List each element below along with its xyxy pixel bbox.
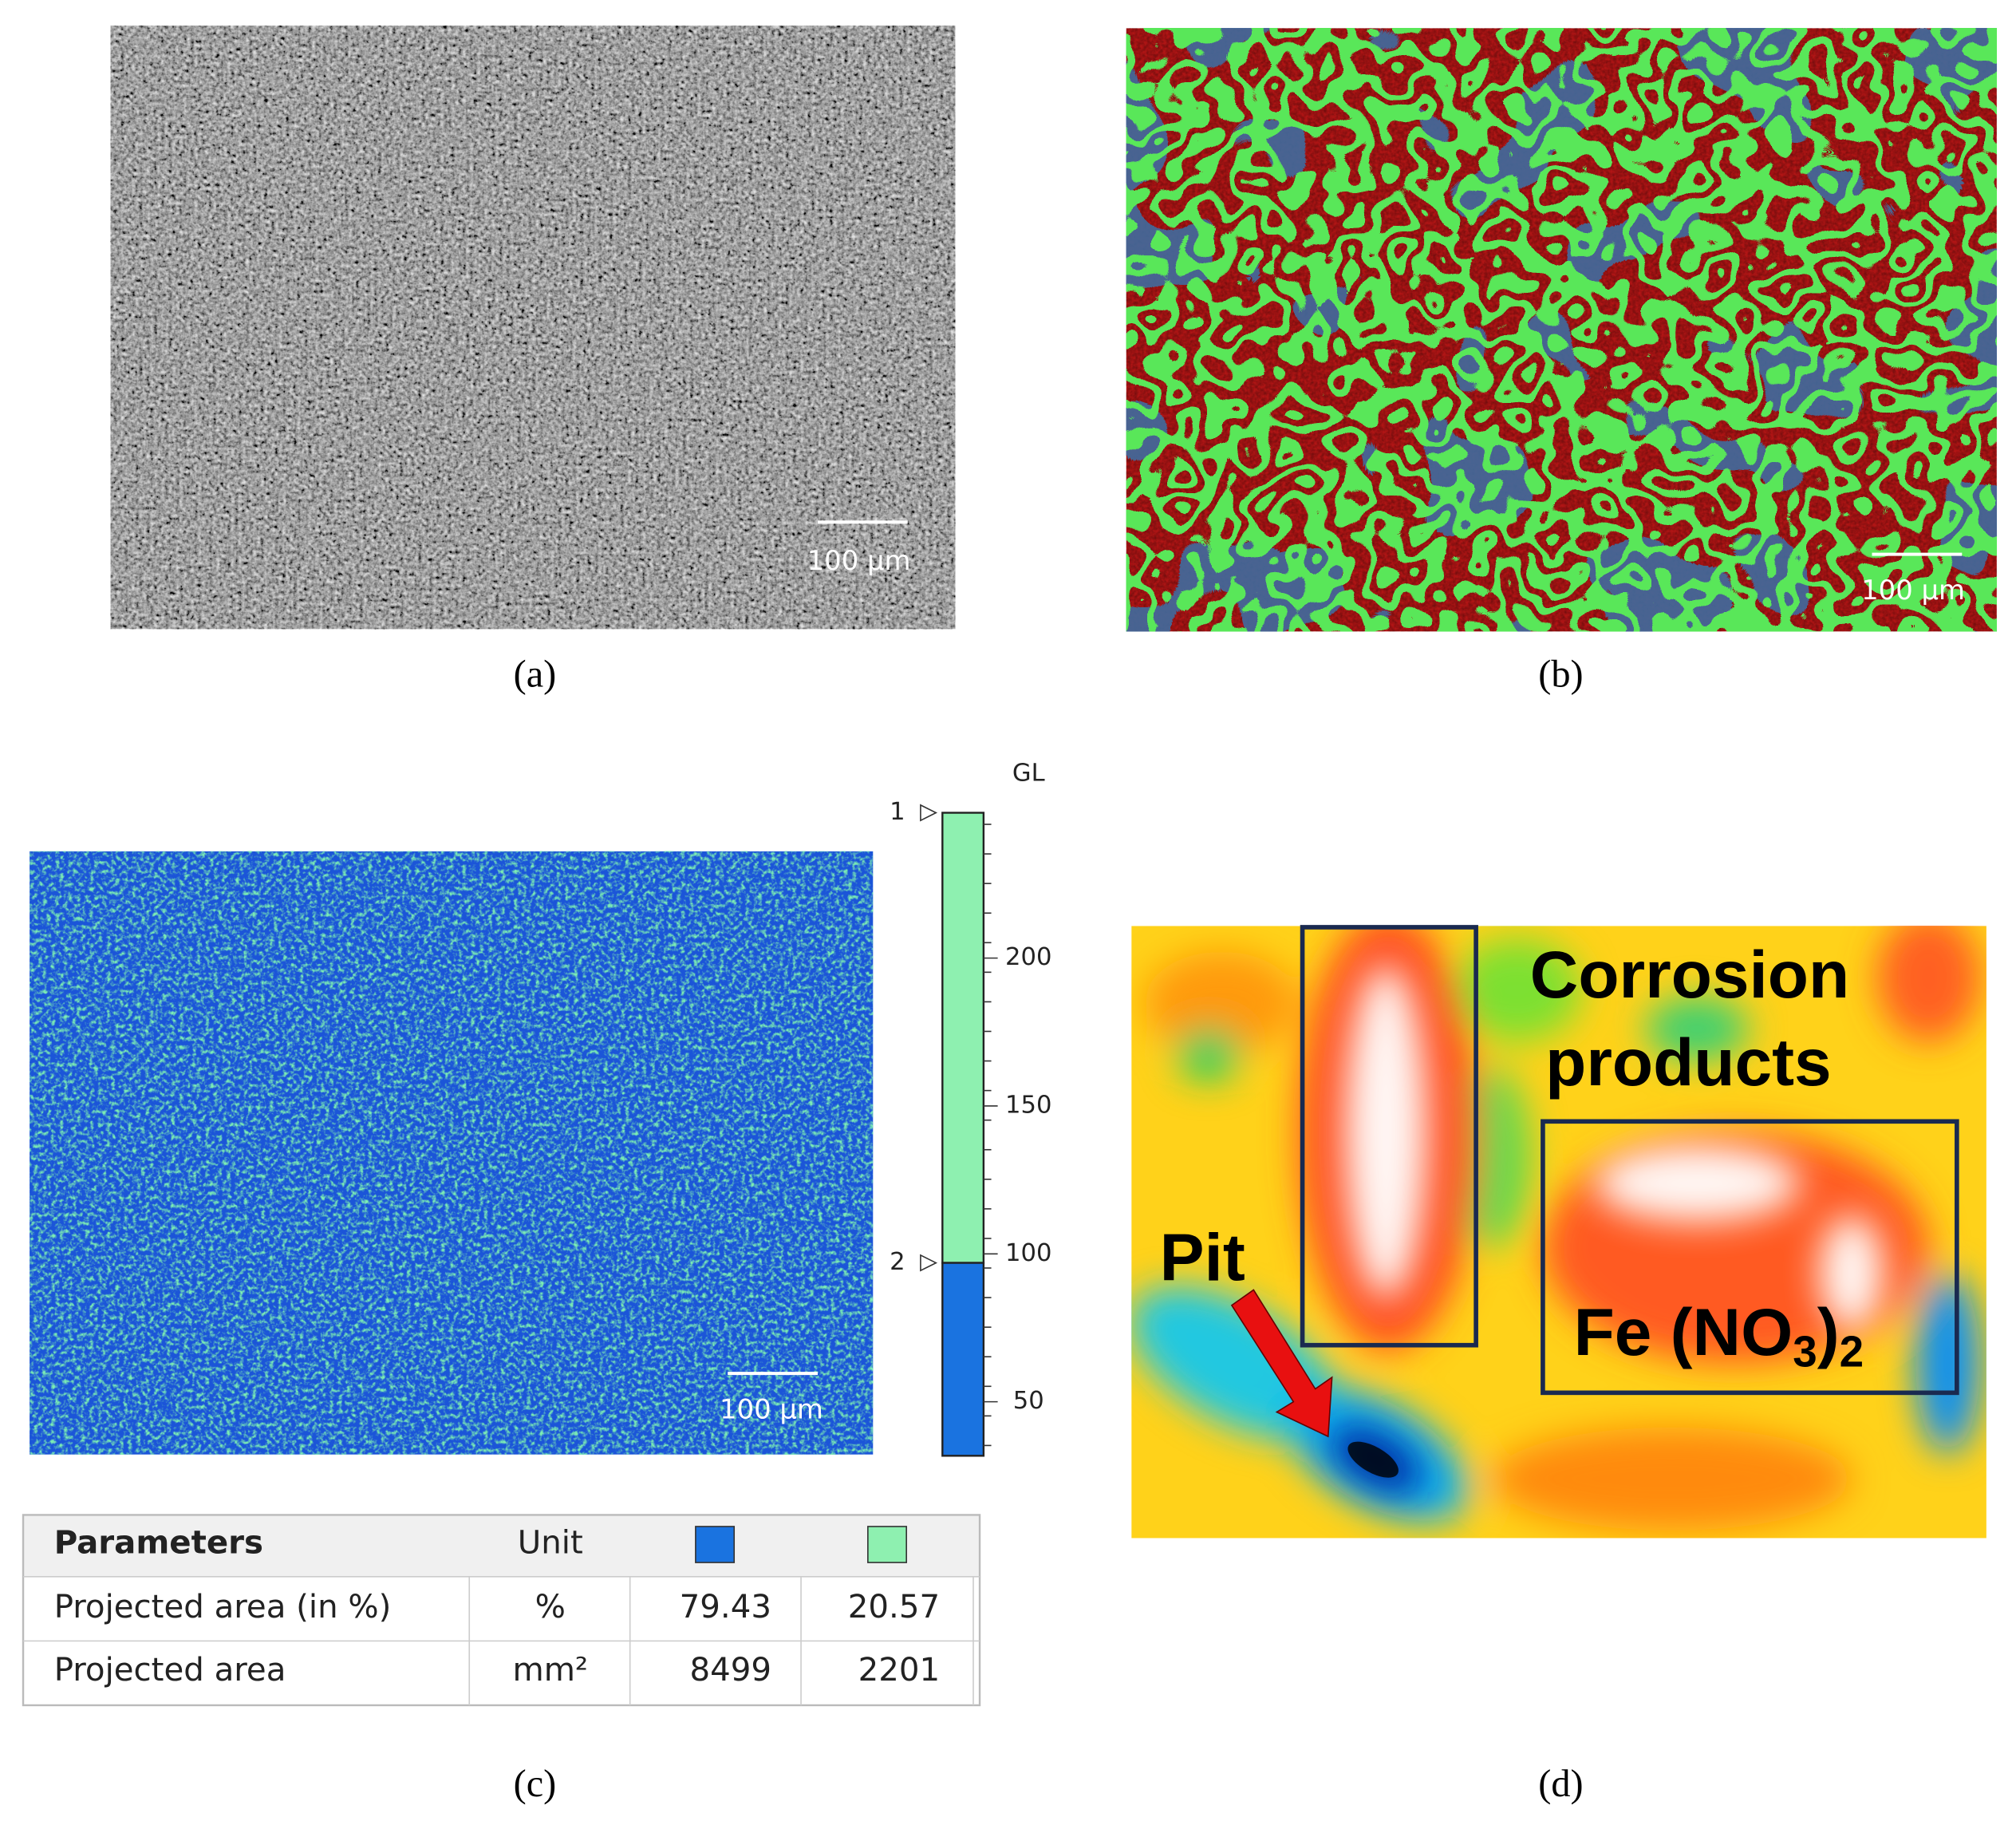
table-header: Parameters <box>54 1525 263 1562</box>
table-cell: Projected area (in %) <box>54 1589 392 1625</box>
table-cell: 79.43 <box>680 1589 771 1625</box>
table-cell: 20.57 <box>848 1589 940 1625</box>
table-border <box>22 1514 981 1707</box>
threshold-marker <box>920 804 938 822</box>
threshold-marker <box>920 1254 938 1272</box>
colorbar-tick-label: 50 <box>1013 1387 1044 1415</box>
colorbar-green <box>941 812 985 1264</box>
height-peaks <box>1329 964 1884 1494</box>
colorbar-tick-label: 150 <box>1005 1091 1051 1119</box>
height-map <box>1131 926 1986 1539</box>
arrow <box>1230 1289 1333 1438</box>
green-swatch <box>867 1526 907 1563</box>
colorbar: 1 2 GL 200 150 100 50 <box>890 760 1052 1457</box>
height-features <box>1131 926 1980 1531</box>
colorbar-tick-label: 100 <box>1005 1239 1051 1267</box>
annotation: Corrosion <box>1530 937 1849 1012</box>
panel-label: (c) <box>514 1763 557 1805</box>
marker-label: 2 <box>890 1248 905 1276</box>
annotation: Fe (NO3)2 <box>1574 1294 1864 1377</box>
table-cell: 2201 <box>858 1652 940 1689</box>
panel-label: (d) <box>1538 1763 1583 1805</box>
formula-part: Fe (NO <box>1574 1294 1793 1369</box>
parameter-table: Parameters Unit Projected area (in %) % … <box>22 1514 981 1707</box>
formula-sub: 2 <box>1840 1327 1864 1377</box>
table-header: Unit <box>518 1525 583 1562</box>
threshold-texture <box>30 851 874 1455</box>
sem-texture <box>110 26 956 630</box>
table-cell: mm² <box>512 1652 588 1689</box>
colorbar-tick-label: 200 <box>1005 943 1051 971</box>
phase-edges <box>1126 28 1997 632</box>
marker-label: 1 <box>890 798 905 826</box>
table-cell: Projected area <box>54 1652 286 1689</box>
table-cell: 8499 <box>689 1652 771 1689</box>
formula-part: ) <box>1817 1294 1840 1369</box>
pit <box>1347 1441 1399 1478</box>
highlight-box <box>1300 925 1478 1348</box>
scale-bar-label: 100 µm <box>720 1393 823 1424</box>
table-header-bg <box>23 1515 980 1577</box>
colorbar-title: GL <box>1012 760 1045 788</box>
scale-bar-label: 100 µm <box>807 545 911 576</box>
annotation: products <box>1545 1025 1831 1100</box>
highlight-box <box>1541 1119 1959 1396</box>
table-cell: % <box>535 1589 566 1625</box>
panel-label: (a) <box>514 653 557 695</box>
annotation: Pit <box>1160 1220 1245 1295</box>
blue-swatch <box>695 1526 736 1563</box>
panel-label: (b) <box>1538 653 1583 695</box>
colorbar-blue <box>941 1262 985 1457</box>
formula-sub: 3 <box>1793 1327 1817 1377</box>
scale-bar-label: 100 µm <box>1861 575 1965 606</box>
